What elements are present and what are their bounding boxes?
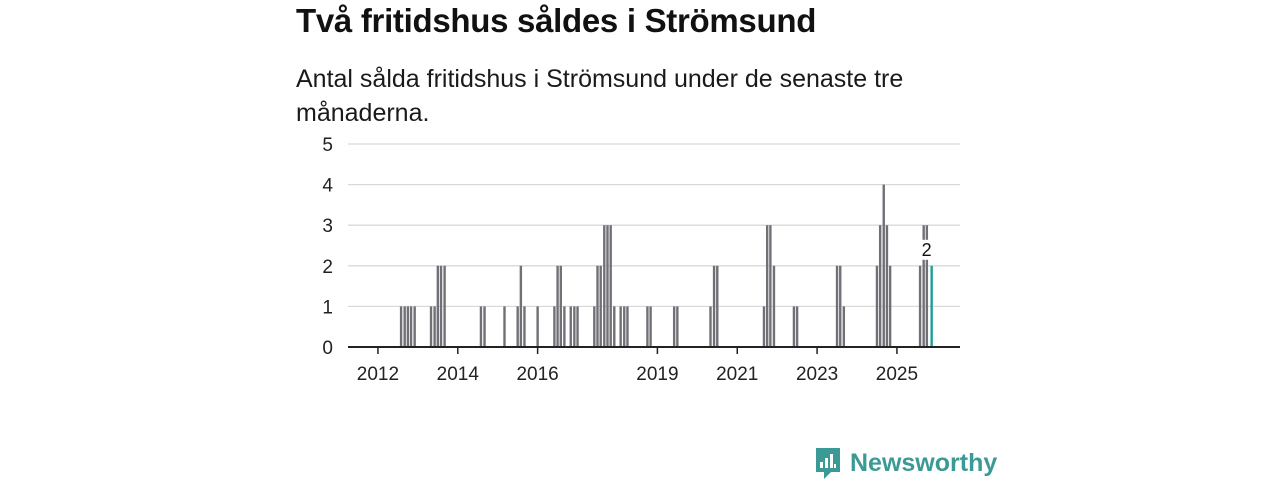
y-tick-label: 5	[322, 135, 333, 156]
bar	[443, 265, 446, 347]
bar	[878, 225, 882, 347]
bar	[479, 306, 483, 347]
bar	[839, 265, 842, 347]
bar	[409, 306, 413, 347]
gridlines	[348, 143, 960, 308]
axes: 0 1 2 3 4 5 2012 2014 2016 2019 2021 2023 2025	[322, 135, 960, 385]
bar	[672, 306, 676, 347]
x-tick-label: 2025	[876, 364, 918, 385]
x-tick-label: 2021	[716, 364, 758, 385]
y-tick-label: 3	[322, 216, 333, 237]
bar	[649, 306, 652, 347]
latest-value-label: 2	[922, 240, 932, 260]
bar	[623, 306, 626, 347]
bar	[403, 306, 406, 347]
bar	[569, 306, 572, 347]
chart-title: Två fritidshus såldes i Strömsund	[296, 2, 817, 39]
y-tick-label: 4	[322, 176, 333, 197]
bar	[429, 306, 433, 347]
bar	[536, 306, 539, 347]
bar	[599, 265, 602, 347]
annotation-backdrop	[919, 239, 934, 260]
bar	[559, 265, 562, 347]
bar	[399, 306, 403, 347]
bar	[483, 306, 486, 347]
brand-logo: Newsworthy	[814, 446, 997, 480]
bar	[613, 306, 616, 347]
bar	[516, 306, 519, 347]
bar	[626, 306, 629, 347]
bar	[553, 306, 556, 347]
bar	[406, 306, 410, 347]
bar	[436, 265, 440, 347]
bar	[596, 265, 599, 347]
bar	[556, 265, 559, 347]
bar	[609, 225, 612, 347]
bar	[413, 306, 416, 347]
bar	[792, 306, 796, 347]
bar	[646, 306, 649, 347]
bar	[925, 225, 929, 347]
bar	[603, 225, 606, 347]
bar	[772, 265, 776, 347]
x-tick-label: 2023	[796, 364, 838, 385]
bar	[835, 265, 839, 347]
bar	[619, 306, 622, 347]
bar	[433, 306, 436, 347]
bar	[882, 184, 885, 347]
bar	[795, 306, 799, 347]
bar	[676, 306, 679, 347]
bar	[765, 225, 769, 347]
bar	[885, 225, 889, 347]
brand-name: Newsworthy	[850, 448, 998, 477]
bar	[888, 265, 892, 347]
bar	[842, 306, 846, 347]
chart-subtitle: Antal sålda fritidshus i Strömsund under…	[296, 65, 904, 127]
bar	[922, 225, 925, 347]
x-tick-label: 2016	[516, 364, 558, 385]
newsworthy-logo-icon	[816, 448, 840, 479]
y-tick-label: 0	[322, 338, 333, 359]
annotations: 2	[919, 239, 934, 260]
bar	[519, 265, 523, 347]
x-tick-label: 2014	[437, 364, 480, 385]
x-tick-label: 2019	[636, 364, 678, 385]
bar	[573, 306, 576, 347]
bars	[399, 184, 933, 347]
bar	[439, 265, 443, 347]
bar	[762, 306, 766, 347]
bar	[503, 306, 506, 347]
x-tick-label: 2012	[357, 364, 399, 385]
bar	[523, 306, 526, 347]
bar	[576, 306, 579, 347]
bar	[918, 265, 922, 347]
bar	[606, 225, 609, 347]
y-tick-label: 1	[322, 297, 333, 318]
bar	[593, 306, 596, 347]
y-tick-label: 2	[322, 257, 333, 278]
bar	[769, 225, 772, 347]
bar	[716, 265, 719, 347]
highlighted-bar	[930, 265, 933, 347]
bar	[712, 265, 716, 347]
bar	[875, 265, 879, 347]
bar	[709, 306, 712, 347]
bar	[563, 306, 566, 347]
